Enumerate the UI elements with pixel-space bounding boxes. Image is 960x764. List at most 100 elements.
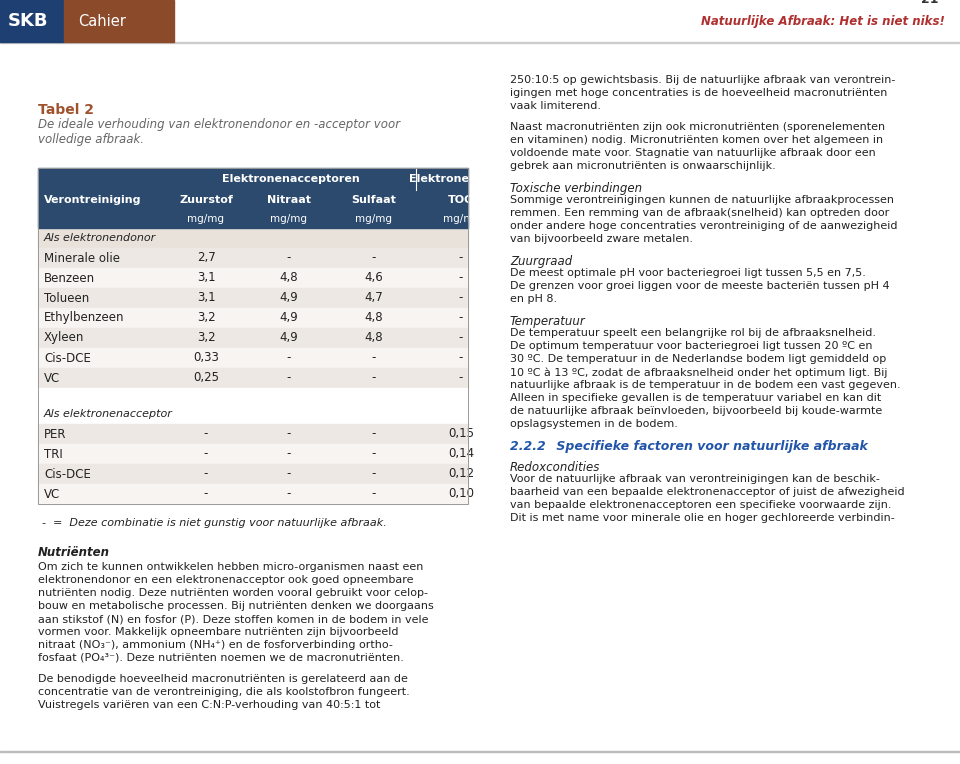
Text: natuurlijke afbraak is de temperatuur in de bodem een vast gegeven.: natuurlijke afbraak is de temperatuur in… (510, 380, 900, 390)
Text: aan stikstof (N) en fosfor (P). Deze stoffen komen in de bodem in vele: aan stikstof (N) en fosfor (P). Deze sto… (38, 614, 428, 624)
Text: vaak limiterend.: vaak limiterend. (510, 101, 601, 111)
Text: Zuurstof: Zuurstof (180, 195, 233, 205)
Bar (38, 444, 468, 464)
Text: Als elektronendonor: Als elektronendonor (44, 233, 156, 243)
Text: Cis-DCE: Cis-DCE (44, 351, 91, 364)
Text: 0,12: 0,12 (448, 468, 474, 481)
Text: De meest optimale pH voor bacteriegroei ligt tussen 5,5 en 7,5.: De meest optimale pH voor bacteriegroei … (510, 268, 866, 278)
Text: remmen. Een remming van de afbraak(snelheid) kan optreden door: remmen. Een remming van de afbraak(snelh… (510, 208, 889, 218)
Text: -: - (459, 371, 463, 384)
Bar (38, 168, 468, 504)
Text: Natuurlijke Afbraak: Het is niet niks!: Natuurlijke Afbraak: Het is niet niks! (701, 15, 945, 28)
Text: Ethylbenzeen: Ethylbenzeen (44, 312, 125, 325)
Text: 250:10:5 op gewichtsbasis. Bij de natuurlijke afbraak van verontrein-: 250:10:5 op gewichtsbasis. Bij de natuur… (510, 75, 896, 85)
Text: VC: VC (44, 371, 60, 384)
Text: De benodigde hoeveelheid macronutriënten is gerelateerd aan de: De benodigde hoeveelheid macronutriënten… (38, 674, 408, 684)
Text: -: - (286, 468, 291, 481)
Text: TOC: TOC (448, 195, 473, 205)
Text: SKB: SKB (8, 12, 49, 30)
Text: -: - (286, 428, 291, 441)
Text: 4,7: 4,7 (364, 292, 383, 305)
Text: -: - (204, 487, 208, 500)
Bar (38, 308, 468, 328)
Text: -: - (372, 468, 375, 481)
Bar (38, 228, 468, 248)
Text: De optimum temperatuur voor bacteriegroei ligt tussen 20 ºC en: De optimum temperatuur voor bacteriegroe… (510, 341, 873, 351)
Text: Alleen in specifieke gevallen is de temperatuur variabel en kan dit: Alleen in specifieke gevallen is de temp… (510, 393, 881, 403)
Text: 4,9: 4,9 (279, 312, 298, 325)
Text: Tabel 2: Tabel 2 (38, 103, 94, 117)
Text: 2.2.2  Specifieke factoren voor natuurlijke afbraak: 2.2.2 Specifieke factoren voor natuurlij… (510, 440, 868, 453)
Text: Verontreiniging: Verontreiniging (44, 195, 141, 205)
Bar (38, 464, 468, 484)
Text: Als elektronenacceptor: Als elektronenacceptor (44, 409, 173, 419)
Bar (38, 388, 468, 404)
Text: mg/mg: mg/mg (187, 214, 225, 224)
Text: 4,8: 4,8 (279, 271, 298, 284)
Text: -: - (286, 448, 291, 461)
Text: Vuistregels variëren van een C:N:P-verhouding van 40:5:1 tot: Vuistregels variëren van een C:N:P-verho… (38, 700, 380, 710)
Text: -: - (372, 448, 375, 461)
Bar (38, 268, 468, 288)
Text: PER: PER (44, 428, 66, 441)
Text: -: - (286, 371, 291, 384)
Text: Sulfaat: Sulfaat (351, 195, 396, 205)
Bar (0, 0, 64, 42)
Text: Xyleen: Xyleen (44, 332, 84, 345)
Bar (38, 404, 468, 424)
Text: van bepaalde elektronenacceptoren een specifieke voorwaarde zijn.: van bepaalde elektronenacceptoren een sp… (510, 500, 892, 510)
Text: -: - (372, 351, 375, 364)
Text: en vitaminen) nodig. Micronutriënten komen over het algemeen in: en vitaminen) nodig. Micronutriënten kom… (510, 135, 883, 145)
Bar (38, 424, 468, 444)
Text: 4,8: 4,8 (364, 332, 383, 345)
Text: Benzeen: Benzeen (44, 271, 95, 284)
Text: 4,9: 4,9 (279, 292, 298, 305)
Text: 4,6: 4,6 (364, 271, 383, 284)
Text: -  =  Deze combinatie is niet gunstig voor natuurlijke afbraak.: - = Deze combinatie is niet gunstig voor… (42, 518, 387, 528)
Text: De ideale verhouding van elektronendonor en -acceptor voor
volledige afbraak.: De ideale verhouding van elektronendonor… (38, 118, 400, 146)
Bar (38, 368, 468, 388)
Text: Om zich te kunnen ontwikkelen hebben micro-organismen naast een: Om zich te kunnen ontwikkelen hebben mic… (38, 562, 423, 572)
Text: Voor de natuurlijke afbraak van verontreinigingen kan de beschik-: Voor de natuurlijke afbraak van verontre… (510, 474, 880, 484)
Text: Toxische verbindingen: Toxische verbindingen (510, 182, 642, 195)
Text: mg/mg: mg/mg (443, 214, 479, 224)
Text: elektronendonor en een elektronenacceptor ook goed opneembare: elektronendonor en een elektronenaccepto… (38, 575, 414, 585)
Text: -: - (286, 487, 291, 500)
Text: van bijvoorbeeld zware metalen.: van bijvoorbeeld zware metalen. (510, 234, 693, 244)
Text: 2,7: 2,7 (197, 251, 215, 264)
Text: Cis-DCE: Cis-DCE (44, 468, 91, 481)
Text: -: - (459, 271, 463, 284)
Text: onder andere hoge concentraties verontreiniging of de aanwezigheid: onder andere hoge concentraties verontre… (510, 221, 898, 231)
Bar (38, 168, 468, 228)
Bar (38, 348, 468, 368)
Text: 3,1: 3,1 (197, 271, 215, 284)
Text: 4,8: 4,8 (364, 312, 383, 325)
Bar (64, 0, 174, 42)
Text: -: - (459, 332, 463, 345)
Text: Minerale olie: Minerale olie (44, 251, 120, 264)
Text: Temperatuur: Temperatuur (510, 315, 586, 328)
Text: 0,33: 0,33 (193, 351, 219, 364)
Text: mg/mg: mg/mg (270, 214, 307, 224)
Text: Tolueen: Tolueen (44, 292, 89, 305)
Text: 0,14: 0,14 (448, 448, 474, 461)
Text: De grenzen voor groei liggen voor de meeste bacteriën tussen pH 4: De grenzen voor groei liggen voor de mee… (510, 281, 890, 291)
Bar (38, 328, 468, 348)
Text: -: - (204, 428, 208, 441)
Text: 30 ºC. De temperatuur in de Nederlandse bodem ligt gemiddeld op: 30 ºC. De temperatuur in de Nederlandse … (510, 354, 886, 364)
Text: igingen met hoge concentraties is de hoeveelheid macronutriënten: igingen met hoge concentraties is de hoe… (510, 88, 887, 98)
Text: Redoxcondities: Redoxcondities (510, 461, 600, 474)
Text: mg/mg: mg/mg (355, 214, 392, 224)
Text: 4,9: 4,9 (279, 332, 298, 345)
Text: -: - (286, 351, 291, 364)
Text: -: - (204, 468, 208, 481)
Text: 10 ºC à 13 ºC, zodat de afbraaksnelheid onder het optimum ligt. Bij: 10 ºC à 13 ºC, zodat de afbraaksnelheid … (510, 367, 887, 377)
Text: -: - (372, 371, 375, 384)
Bar (38, 484, 468, 504)
Bar (38, 248, 468, 268)
Text: gebrek aan micronutriënten is onwaarschijnlijk.: gebrek aan micronutriënten is onwaarschi… (510, 161, 776, 171)
Text: Zuurgraad: Zuurgraad (510, 255, 572, 268)
Text: Nutriënten: Nutriënten (38, 546, 110, 559)
Text: 21: 21 (921, 0, 938, 6)
Text: -: - (204, 448, 208, 461)
